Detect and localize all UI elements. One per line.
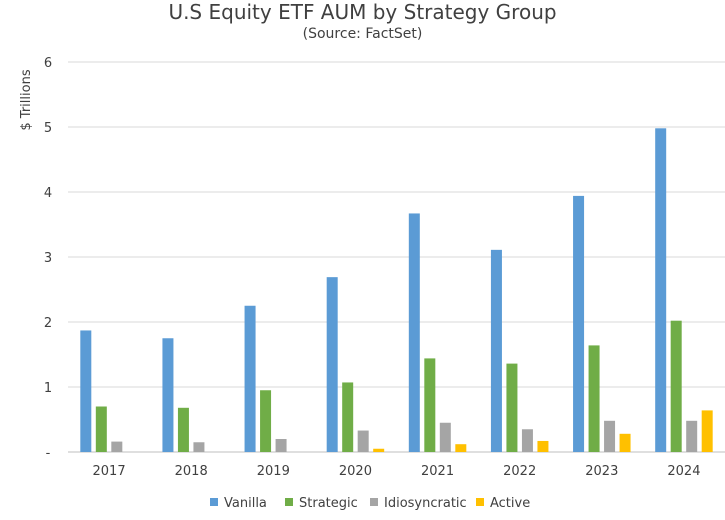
bar-vanilla-2022: [490, 249, 502, 452]
bar-strategic-2018: [177, 407, 189, 452]
x-tick-label: 2024: [667, 464, 700, 479]
legend-label-active: Active: [490, 496, 530, 511]
bar-vanilla-2021: [408, 213, 420, 452]
y-tick-label: 4: [44, 186, 52, 201]
x-tick-label: 2018: [175, 464, 208, 479]
bar-strategic-2021: [424, 358, 436, 452]
x-tick-label: 2021: [421, 464, 454, 479]
legend-swatch-active: [476, 498, 484, 506]
bar-idiosyncratic-2018: [193, 442, 205, 452]
bar-idiosyncratic-2024: [686, 420, 698, 452]
bar-strategic-2019: [260, 390, 272, 452]
bar-strategic-2020: [342, 382, 354, 452]
x-tick-label: 2022: [503, 464, 536, 479]
bar-idiosyncratic-2017: [111, 441, 123, 452]
bar-active-2022: [537, 440, 549, 452]
y-axis-label: $ Trillions: [19, 69, 34, 130]
chart-subtitle: (Source: FactSet): [302, 26, 423, 42]
bar-active-2021: [455, 444, 467, 452]
legend-label-vanilla: Vanilla: [224, 496, 267, 511]
y-tick-label: -: [46, 446, 51, 461]
gridlines: [68, 61, 725, 453]
bar-idiosyncratic-2021: [439, 422, 451, 452]
y-tick-label: 2: [44, 316, 52, 331]
bar-active-2020: [373, 448, 385, 452]
bar-active-2024: [701, 410, 713, 452]
legend-label-idiosyncratic: Idiosyncratic: [384, 496, 467, 511]
bar-vanilla-2017: [80, 330, 92, 452]
y-tick-label: 1: [44, 381, 52, 396]
bar-vanilla-2024: [655, 128, 667, 453]
bar-strategic-2024: [670, 320, 682, 452]
bar-vanilla-2020: [326, 277, 338, 452]
x-tick-label: 2020: [339, 464, 372, 479]
bar-idiosyncratic-2022: [521, 429, 533, 452]
bar-idiosyncratic-2020: [357, 430, 369, 452]
legend-label-strategic: Strategic: [299, 496, 358, 511]
bar-idiosyncratic-2023: [604, 420, 616, 452]
bar-strategic-2017: [95, 406, 107, 452]
y-axis: - 1 2 3 4 5 6: [44, 56, 52, 461]
bar-vanilla-2018: [162, 338, 174, 452]
bar-idiosyncratic-2019: [275, 439, 287, 452]
bar-vanilla-2019: [244, 305, 256, 452]
bar-strategic-2022: [506, 363, 518, 452]
x-tick-label: 2023: [585, 464, 618, 479]
y-tick-label: 5: [44, 121, 52, 136]
bars: [80, 128, 713, 453]
bar-vanilla-2023: [573, 195, 585, 452]
x-axis: 2017 2018 2019 2020 2021 2022 2023 2024: [93, 464, 701, 479]
chart-title: U.S Equity ETF AUM by Strategy Group: [168, 0, 557, 24]
legend: Vanilla Strategic Idiosyncratic Active: [210, 496, 530, 511]
bar-active-2023: [619, 433, 631, 452]
bar-strategic-2023: [588, 345, 600, 452]
x-tick-label: 2019: [257, 464, 290, 479]
legend-swatch-strategic: [285, 498, 293, 506]
legend-swatch-vanilla: [210, 498, 218, 506]
legend-swatch-idiosyncratic: [370, 498, 378, 506]
x-tick-label: 2017: [93, 464, 126, 479]
y-tick-label: 3: [44, 251, 52, 266]
y-tick-label: 6: [44, 56, 52, 71]
